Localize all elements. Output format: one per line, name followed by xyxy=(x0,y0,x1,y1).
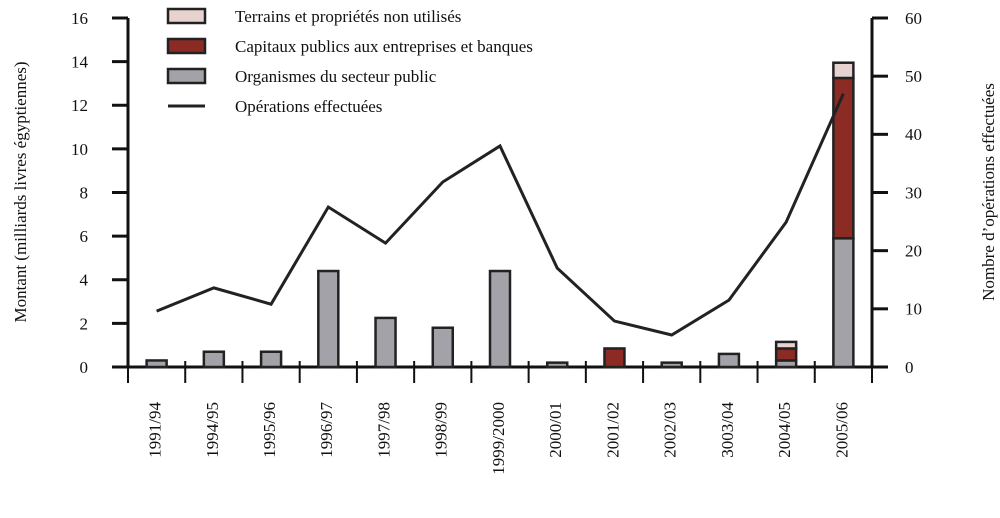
bar-segment xyxy=(431,326,455,369)
x-tick-label: 1997/98 xyxy=(374,402,393,458)
x-tick-label: 1995/96 xyxy=(260,402,279,458)
y2-tick-label: 20 xyxy=(905,242,922,261)
bar-segment xyxy=(145,359,168,369)
legend-swatch xyxy=(166,67,207,85)
x-tick-label: 1996/97 xyxy=(317,402,336,458)
legend-label: Capitaux publics aux entreprises et banq… xyxy=(235,37,533,56)
bar-segment xyxy=(832,237,855,369)
x-tick-label: 2002/03 xyxy=(661,402,680,458)
y2-tick-label: 60 xyxy=(905,9,922,28)
bar-segment xyxy=(259,350,283,369)
line-series xyxy=(156,93,845,337)
y-tick-label: 16 xyxy=(71,9,88,28)
y2-tick-label: 10 xyxy=(905,300,922,319)
bar-segment xyxy=(774,340,798,350)
legend-label: Organismes du secteur public xyxy=(235,67,437,86)
bar-segment xyxy=(603,347,626,369)
legend-swatch xyxy=(166,37,207,55)
x-tick-label: 1998/99 xyxy=(432,402,451,458)
x-tick-label: 1991/94 xyxy=(146,402,165,458)
y2-tick-label: 40 xyxy=(905,125,922,144)
y2-axis-label: Nombre d’opérations effectuées xyxy=(979,83,998,301)
y-tick-label: 0 xyxy=(80,358,89,377)
y-tick-label: 8 xyxy=(80,183,89,202)
bar-segment xyxy=(832,61,855,80)
x-tick-label: 3003/04 xyxy=(718,402,737,458)
bar-segment xyxy=(317,269,340,369)
y-tick-label: 4 xyxy=(80,271,89,290)
x-tick-label: 2001/02 xyxy=(603,402,622,458)
bar-segment xyxy=(832,76,855,240)
y-axis-label: Montant (milliards livres égyptiennes) xyxy=(11,61,30,322)
bar-segment xyxy=(660,361,683,369)
y-tick-label: 10 xyxy=(71,140,88,159)
x-tick-label: 1999/2000 xyxy=(489,402,508,475)
y-tick-label: 12 xyxy=(71,96,88,115)
x-tick-label: 2000/01 xyxy=(546,402,565,458)
bar-segment xyxy=(717,352,741,369)
bar-segment xyxy=(545,361,569,369)
bar-segment xyxy=(774,347,798,362)
y-tick-label: 2 xyxy=(80,314,89,333)
legend-label: Opérations effectuées xyxy=(235,97,382,116)
x-tick-label: 2005/06 xyxy=(832,402,851,458)
x-tick-label: 1994/95 xyxy=(203,402,222,458)
y2-tick-label: 50 xyxy=(905,67,922,86)
x-tick-label: 2004/05 xyxy=(775,402,794,458)
bar-segment xyxy=(202,350,226,369)
legend-swatch xyxy=(166,7,207,25)
bar-segment xyxy=(488,269,512,369)
bar-segment xyxy=(374,316,397,369)
y-tick-label: 6 xyxy=(80,227,89,246)
y-tick-label: 14 xyxy=(71,53,89,72)
y2-tick-label: 0 xyxy=(905,358,914,377)
legend-label: Terrains et propriétés non utilisés xyxy=(235,7,461,26)
y2-tick-label: 30 xyxy=(905,183,922,202)
